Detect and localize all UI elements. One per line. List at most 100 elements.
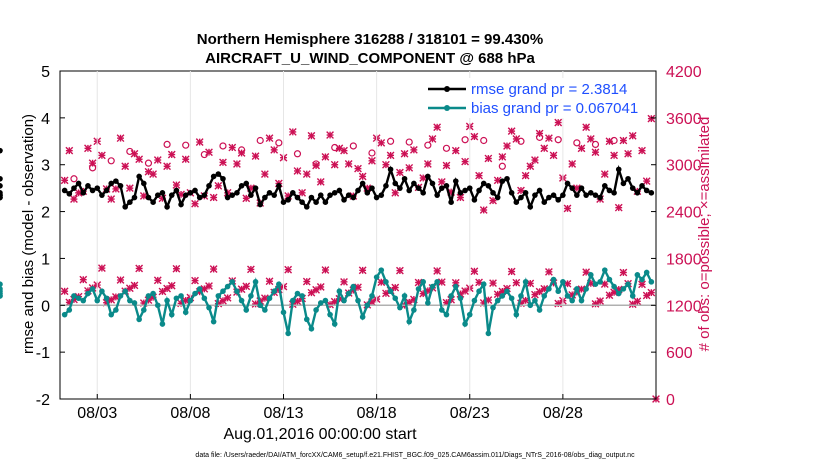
series-layer — [0, 147, 655, 337]
legend-rmse-marker — [444, 86, 450, 92]
bias-point — [127, 297, 133, 304]
bias-point — [434, 279, 440, 285]
bias-point — [145, 293, 152, 299]
obs-assimilated-marker — [354, 164, 362, 173]
obs-assimilated-marker — [167, 281, 176, 290]
bias-point — [276, 281, 282, 288]
rmse-point — [648, 190, 655, 196]
bias-point — [168, 311, 175, 318]
obs-assimilated-marker — [591, 148, 600, 157]
rmse-point — [532, 192, 538, 198]
rmse-point — [220, 175, 226, 182]
bias-point — [555, 288, 562, 295]
bias-point — [606, 276, 613, 283]
rmse-point — [443, 183, 450, 189]
bias-point — [532, 297, 538, 304]
obs-assimilated-marker — [470, 267, 479, 276]
rmse-point — [560, 192, 566, 198]
rmse-point — [276, 183, 282, 189]
bias-point — [546, 286, 552, 292]
obs-assimilated-marker — [554, 118, 563, 127]
bias-point — [629, 293, 636, 299]
bias-point — [294, 290, 301, 297]
obs-assimilated-marker — [340, 146, 348, 155]
obs-assimilated-marker — [316, 178, 325, 186]
rmse-point — [341, 197, 347, 203]
y-left-tick-label: 0 — [41, 298, 50, 315]
obs-assimilated-marker — [647, 114, 656, 123]
obs-assimilated-marker — [181, 155, 190, 164]
bias-point — [401, 293, 408, 299]
obs-possible-marker — [386, 137, 395, 145]
obs-assimilated-marker — [284, 265, 293, 274]
obs-possible-marker — [219, 142, 227, 150]
obs-assimilated-marker — [377, 278, 386, 287]
obs-assimilated-marker — [614, 203, 623, 212]
obs-assimilated-marker — [307, 131, 316, 140]
obs-assimilated-marker — [70, 195, 78, 203]
obs-possible-marker — [107, 157, 115, 165]
rmse-point — [592, 192, 599, 198]
rmse-point — [0, 147, 3, 154]
rmse-point — [150, 199, 156, 205]
bias-point — [215, 293, 222, 299]
rmse-point — [224, 194, 231, 201]
obs-assimilated-marker — [251, 152, 260, 161]
y-left-tick-label: -1 — [36, 345, 50, 362]
obs-assimilated-marker — [205, 148, 213, 157]
bias-point — [425, 300, 431, 306]
obs-assimilated-marker — [549, 151, 558, 160]
bias-point — [196, 286, 203, 292]
x-tick-label: 08/08 — [170, 405, 210, 422]
obs-assimilated-marker — [242, 282, 251, 291]
obs-possible-marker — [405, 138, 413, 146]
obs-assimilated-marker — [265, 134, 274, 143]
rmse-point — [154, 192, 161, 198]
rmse-point — [168, 192, 175, 198]
rmse-point — [634, 190, 641, 196]
bias-point — [131, 300, 138, 306]
obs-assimilated-marker — [302, 277, 311, 286]
bias-point — [75, 295, 82, 302]
bias-point — [234, 288, 240, 295]
bias-point — [317, 300, 324, 306]
rmse-point — [485, 183, 492, 189]
rmse-point — [397, 185, 403, 191]
rmse-point — [364, 190, 371, 196]
obs-assimilated-marker — [582, 123, 591, 132]
obs-assimilated-marker — [98, 151, 106, 160]
rmse-point — [588, 190, 594, 196]
obs-assimilated-marker — [382, 160, 390, 169]
obs-possible-marker — [573, 139, 581, 147]
obs-assimilated-marker — [498, 153, 507, 161]
obs-possible-marker — [442, 144, 451, 152]
obs-assimilated-marker — [368, 156, 376, 165]
rmse-point — [248, 192, 254, 198]
obs-assimilated-marker — [647, 288, 656, 297]
bias-point — [508, 295, 515, 302]
rmse-point — [89, 187, 96, 194]
rmse-point — [122, 204, 128, 210]
obs-assimilated-marker — [172, 264, 181, 273]
bias-point — [364, 302, 371, 309]
rmse-point — [508, 190, 515, 196]
obs-assimilated-marker — [596, 297, 605, 305]
bias-point — [108, 311, 115, 318]
obs-assimilated-marker — [153, 156, 162, 164]
bias-point — [634, 272, 641, 278]
bias-point — [387, 288, 394, 295]
rmse-point — [541, 199, 548, 205]
obs-assimilated-marker — [475, 171, 483, 180]
rmse-point — [85, 183, 91, 189]
rmse-point — [299, 199, 305, 205]
rmse-point — [66, 190, 73, 197]
obs-count-layer — [60, 114, 660, 403]
obs-assimilated-marker — [531, 156, 539, 164]
bias-point — [648, 279, 655, 285]
bias-point — [303, 316, 310, 323]
bias-point — [248, 293, 254, 299]
obs-assimilated-marker — [577, 144, 586, 153]
obs-assimilated-marker — [79, 275, 88, 284]
rmse-point — [350, 194, 357, 201]
